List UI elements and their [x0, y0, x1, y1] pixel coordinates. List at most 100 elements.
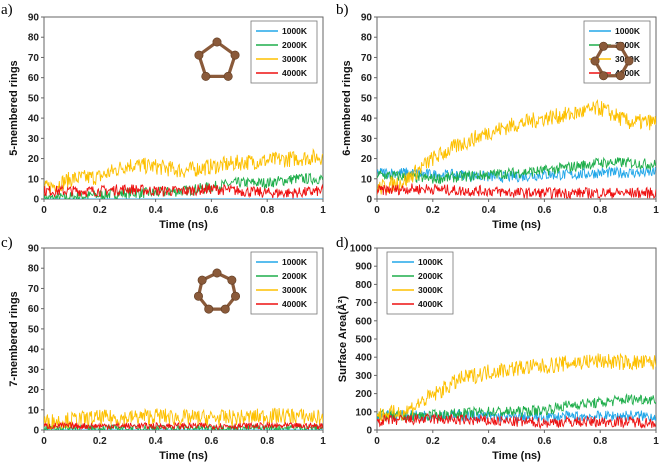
y-tick-label: 70	[361, 53, 373, 64]
heptagon-ring-icon	[193, 268, 241, 314]
y-tick-label: 80	[361, 33, 373, 44]
y-tick-label: 80	[28, 264, 40, 275]
x-tick-label: 0.2	[93, 436, 107, 447]
y-tick-label: 1000	[350, 244, 373, 255]
y-tick-label: 200	[355, 389, 372, 400]
atom	[193, 291, 203, 301]
legend-label: 2000K	[282, 271, 308, 281]
y-tick-label: 0	[33, 426, 39, 437]
x-tick-label: 0.6	[537, 205, 551, 216]
y-tick-label: 10	[361, 174, 373, 185]
y-tick-label: 80	[28, 33, 40, 44]
y-tick-label: 100	[355, 407, 372, 418]
atom	[204, 304, 214, 314]
y-tick-label: 30	[28, 365, 40, 376]
y-tick-label: 0	[33, 195, 39, 206]
panel-label: b)	[336, 2, 349, 18]
y-axis-label: 7-membered rings	[8, 291, 20, 386]
series-line-3000K	[44, 407, 323, 430]
y-tick-label: 60	[361, 73, 373, 84]
x-tick-label: 1	[320, 436, 326, 447]
atom	[194, 50, 204, 60]
x-tick-label: 0.8	[593, 436, 607, 447]
panel-label: d)	[336, 235, 349, 251]
y-tick-label: 40	[361, 114, 373, 125]
series-line-4000K	[377, 413, 656, 430]
y-tick-label: 10	[28, 174, 40, 185]
y-tick-label: 700	[355, 298, 372, 309]
series-line-4000K	[377, 183, 656, 199]
atom	[201, 71, 211, 81]
series-line-2000K	[377, 393, 656, 422]
x-tick-label: 0	[374, 205, 380, 216]
atom	[598, 41, 608, 51]
x-tick-label: 0.4	[482, 436, 496, 447]
legend-label: 2000K	[615, 40, 641, 50]
y-tick-label: 20	[361, 154, 373, 165]
legend-label: 3000K	[418, 285, 444, 295]
hexagon-ring-icon	[590, 41, 634, 81]
legend-label: 3000K	[282, 54, 308, 64]
atom	[598, 71, 608, 81]
atom	[615, 71, 625, 81]
series-line-1000K	[377, 165, 656, 184]
x-tick-label: 1	[653, 436, 659, 447]
x-axis-label: Time (ns)	[159, 450, 208, 462]
panel-b: b) 0 10 20 30 40 50 60 70 80 90 0 0.2 0.4 0.6 0.8 1 Time …	[336, 2, 659, 231]
x-tick-label: 0.2	[426, 436, 440, 447]
y-tick-label: 900	[355, 262, 372, 273]
y-tick-label: 50	[361, 93, 373, 104]
y-tick-label: 70	[28, 284, 40, 295]
y-axis-label: Surface Area(Å²)	[336, 295, 349, 382]
series-line-3000K	[377, 99, 656, 196]
y-tick-label: 400	[355, 353, 372, 364]
y-tick-label: 60	[28, 304, 40, 315]
atom	[212, 268, 222, 278]
legend-label: 4000K	[418, 299, 444, 309]
y-tick-label: 0	[366, 426, 372, 437]
y-tick-label: 0	[366, 195, 372, 206]
y-tick-label: 20	[28, 385, 40, 396]
y-tick-label: 90	[28, 13, 40, 24]
atom	[231, 291, 241, 301]
series-line-3000K	[44, 147, 323, 196]
legend-label: 2000K	[282, 40, 308, 50]
panel-d: d) 0 100 200 300 400 500 600 700 800 900 1000 0 0.2 0.…	[336, 235, 659, 462]
legend-label: 1000K	[418, 257, 444, 267]
x-axis-label: Time (ns)	[159, 219, 208, 231]
atom	[220, 304, 230, 314]
atom	[197, 275, 207, 285]
x-tick-label: 0	[41, 205, 47, 216]
legend-label: 1000K	[282, 26, 308, 36]
y-axis-label: 5-membered rings	[8, 60, 20, 155]
y-tick-label: 10	[28, 405, 40, 416]
atom	[223, 71, 233, 81]
x-tick-label: 0	[374, 436, 380, 447]
panel-a: a) 0 10 20 30 40 50 60 70 80 90 0 0.2 0.4 0.6 0.8 1 Time …	[1, 2, 326, 231]
x-tick-label: 0.2	[426, 205, 440, 216]
y-tick-label: 90	[28, 244, 40, 255]
x-tick-label: 0.8	[260, 205, 274, 216]
x-axis-label: Time (ns)	[492, 450, 541, 462]
y-tick-label: 500	[355, 335, 372, 346]
legend-label: 4000K	[282, 68, 308, 78]
legend-label: 4000K	[282, 299, 308, 309]
x-tick-label: 0.8	[260, 436, 274, 447]
x-tick-label: 0.2	[93, 205, 107, 216]
atom	[590, 56, 600, 66]
legend-label: 1000K	[615, 26, 641, 36]
panel-label: a)	[1, 2, 13, 18]
pentagon-ring-icon	[194, 37, 240, 81]
panel-c: c) 0 10 20 30 40 50 60 70 80 90 0 0.2 0.4 0.6 0.8 1 Time …	[1, 235, 326, 462]
x-tick-label: 0.4	[482, 205, 496, 216]
x-tick-label: 0.4	[149, 205, 163, 216]
atom	[624, 56, 634, 66]
atom	[212, 37, 222, 47]
y-tick-label: 800	[355, 280, 372, 291]
series-line-4000K	[44, 183, 323, 199]
y-tick-label: 30	[361, 134, 373, 145]
